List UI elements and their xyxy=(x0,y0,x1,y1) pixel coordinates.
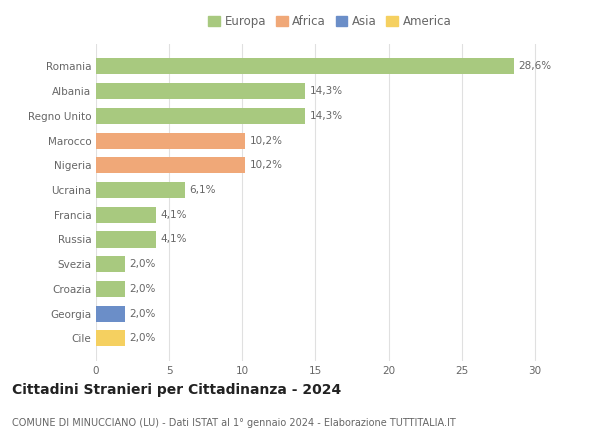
Bar xyxy=(96,157,245,173)
Text: 6,1%: 6,1% xyxy=(190,185,216,195)
Bar xyxy=(96,256,125,272)
Text: 14,3%: 14,3% xyxy=(310,86,343,96)
Bar xyxy=(96,132,245,149)
Bar xyxy=(96,281,125,297)
Text: 2,0%: 2,0% xyxy=(130,259,156,269)
Bar xyxy=(96,83,305,99)
Text: 4,1%: 4,1% xyxy=(160,235,187,245)
Bar xyxy=(96,108,305,124)
Text: 4,1%: 4,1% xyxy=(160,210,187,220)
Text: Cittadini Stranieri per Cittadinanza - 2024: Cittadini Stranieri per Cittadinanza - 2… xyxy=(12,383,341,397)
Text: 2,0%: 2,0% xyxy=(130,334,156,343)
Bar xyxy=(96,231,156,248)
Bar xyxy=(96,330,125,346)
Text: 28,6%: 28,6% xyxy=(518,62,552,71)
Bar xyxy=(96,182,185,198)
Text: 10,2%: 10,2% xyxy=(250,160,283,170)
Bar xyxy=(96,207,156,223)
Bar xyxy=(96,59,514,74)
Text: 2,0%: 2,0% xyxy=(130,284,156,294)
Text: 10,2%: 10,2% xyxy=(250,136,283,146)
Text: COMUNE DI MINUCCIANO (LU) - Dati ISTAT al 1° gennaio 2024 - Elaborazione TUTTITA: COMUNE DI MINUCCIANO (LU) - Dati ISTAT a… xyxy=(12,418,456,428)
Bar xyxy=(96,306,125,322)
Text: 14,3%: 14,3% xyxy=(310,111,343,121)
Text: 2,0%: 2,0% xyxy=(130,308,156,319)
Legend: Europa, Africa, Asia, America: Europa, Africa, Asia, America xyxy=(208,15,452,28)
